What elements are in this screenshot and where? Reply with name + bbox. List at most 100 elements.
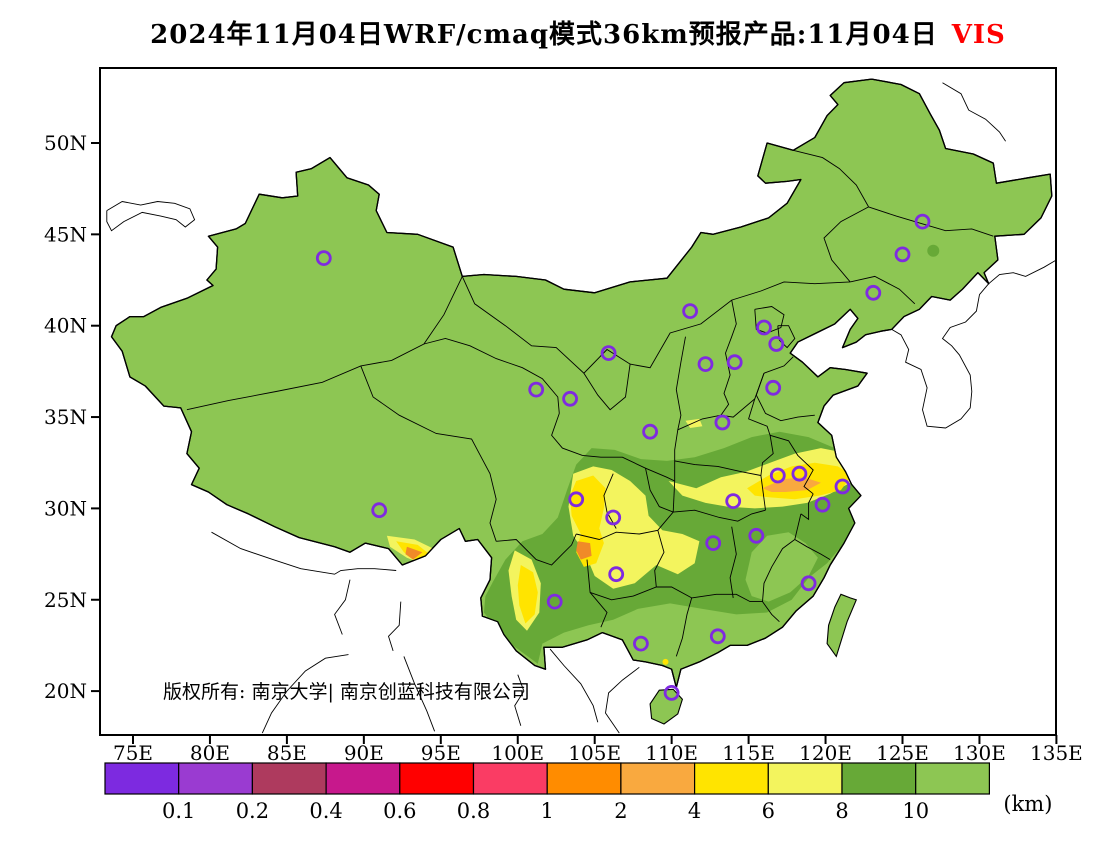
province-border-line [793,149,869,208]
colorbar-tick-label: 10 [902,799,929,823]
colorbar-unit-label: (km) [1003,792,1052,816]
china-national-border [110,78,1053,689]
province-border-line [691,593,763,603]
province-border-line [673,509,766,522]
province-border-line [794,539,831,560]
lat-tick-label: 40N [44,314,87,338]
city-marker [705,535,722,551]
province-border-line [729,526,737,598]
lon-tick-label: 75E [113,741,153,765]
colorbar-segment [841,762,917,795]
colorbar-segment [251,762,327,795]
city-markers [315,213,931,701]
city-marker [769,467,786,484]
province-border-line [576,511,674,540]
province-border-line [674,336,686,481]
neighbor-coastlines [106,82,1055,734]
plot-title: 2024年11月04日WRF/cmaq模式36km预报产品:11月04日 VIS [150,19,1006,50]
colorbar-tick-label: 2 [614,799,627,823]
lon-tick-label: 80E [190,741,230,765]
province-border-line [760,475,766,511]
city-marker [834,478,851,495]
axes: 50N 45N 40N 35N 30N 25N 20N 75E 80E 85E 90E 95E 100E… [44,131,1083,765]
city-marker [791,465,808,482]
contour-2-4km [405,546,423,560]
province-border-line [769,434,814,495]
city-marker [546,593,563,610]
city-marker [765,379,782,396]
lon-tick-label: 105E [568,741,621,765]
province-border-line [850,275,916,305]
lon-tick-label: 90E [344,741,384,765]
city-marker [714,414,731,431]
colorbar-tick-label: 8 [835,799,848,823]
colorbar-tick-label: 1 [541,799,554,823]
province-border-line [675,597,693,657]
city-marker [814,496,831,513]
colorbar-segment [767,762,843,795]
city-marker [697,356,714,373]
province-border-line [589,586,692,601]
coastline [261,654,349,734]
city-marker [608,566,625,583]
colorbar-segment [178,762,253,795]
copyright-text: 版权所有: 南京大学| 南京创蓝科技有限公司 [163,681,530,703]
coastline [549,648,599,723]
coastline [403,656,436,732]
colorbar-legend: 0.1 0.2 0.4 0.6 0.8 1 2 4 6 8 10 (km) [104,762,1052,823]
coastline [211,531,397,575]
city-marker [663,685,680,701]
city-marker [914,213,931,230]
city-marker [800,575,817,592]
province-border-line [868,206,994,237]
city-marker [726,354,743,371]
colorbar-segment [104,762,180,795]
city-marker [768,336,785,352]
contour-2-4km [576,541,592,560]
city-marker [748,527,765,544]
coastline [387,601,402,652]
colorbar-tick-label: 0.2 [236,799,269,823]
province-border-line [583,364,631,411]
coastline [988,260,1055,285]
colorbar-tick-label: 6 [762,799,775,823]
province-border-line [654,530,665,588]
colorbar-tick-label: 0.4 [309,799,342,823]
city-marker [709,628,726,645]
taiwan-island [826,593,858,658]
lon-tick-label: 110E [645,741,698,765]
city-marker [315,250,332,267]
lat-tick-label: 20N [44,679,87,703]
lon-tick-label: 125E [876,741,929,765]
lat-tick-label: 45N [44,222,87,246]
city-marker [600,345,617,362]
lat-tick-label: 30N [44,496,87,520]
city-marker [725,493,742,510]
city-marker [605,509,622,526]
province-border-line [674,460,761,476]
province-border-line [762,513,802,602]
lon-tick-label: 115E [722,741,775,765]
lat-tick-label: 50N [44,131,87,155]
province-border-line [754,306,785,334]
city-marker [562,390,578,407]
colorbar-tick-label: 0.8 [457,799,490,823]
map-area [106,78,1055,734]
colorbar-segment [693,762,769,795]
province-border-line [762,601,780,623]
city-marker [568,491,585,508]
city-marker [865,284,882,301]
contour-4-6km-dot [662,658,669,665]
city-marker [642,423,658,440]
coastline [605,666,640,734]
city-marker [633,635,649,652]
plot-frame [99,67,1057,736]
lat-tick-label: 25N [44,588,87,612]
colorbar-segment [915,762,991,795]
lat-tick-label: 35N [44,405,87,429]
coastline [942,82,1006,142]
city-marker [894,246,911,263]
city-marker [682,303,698,320]
